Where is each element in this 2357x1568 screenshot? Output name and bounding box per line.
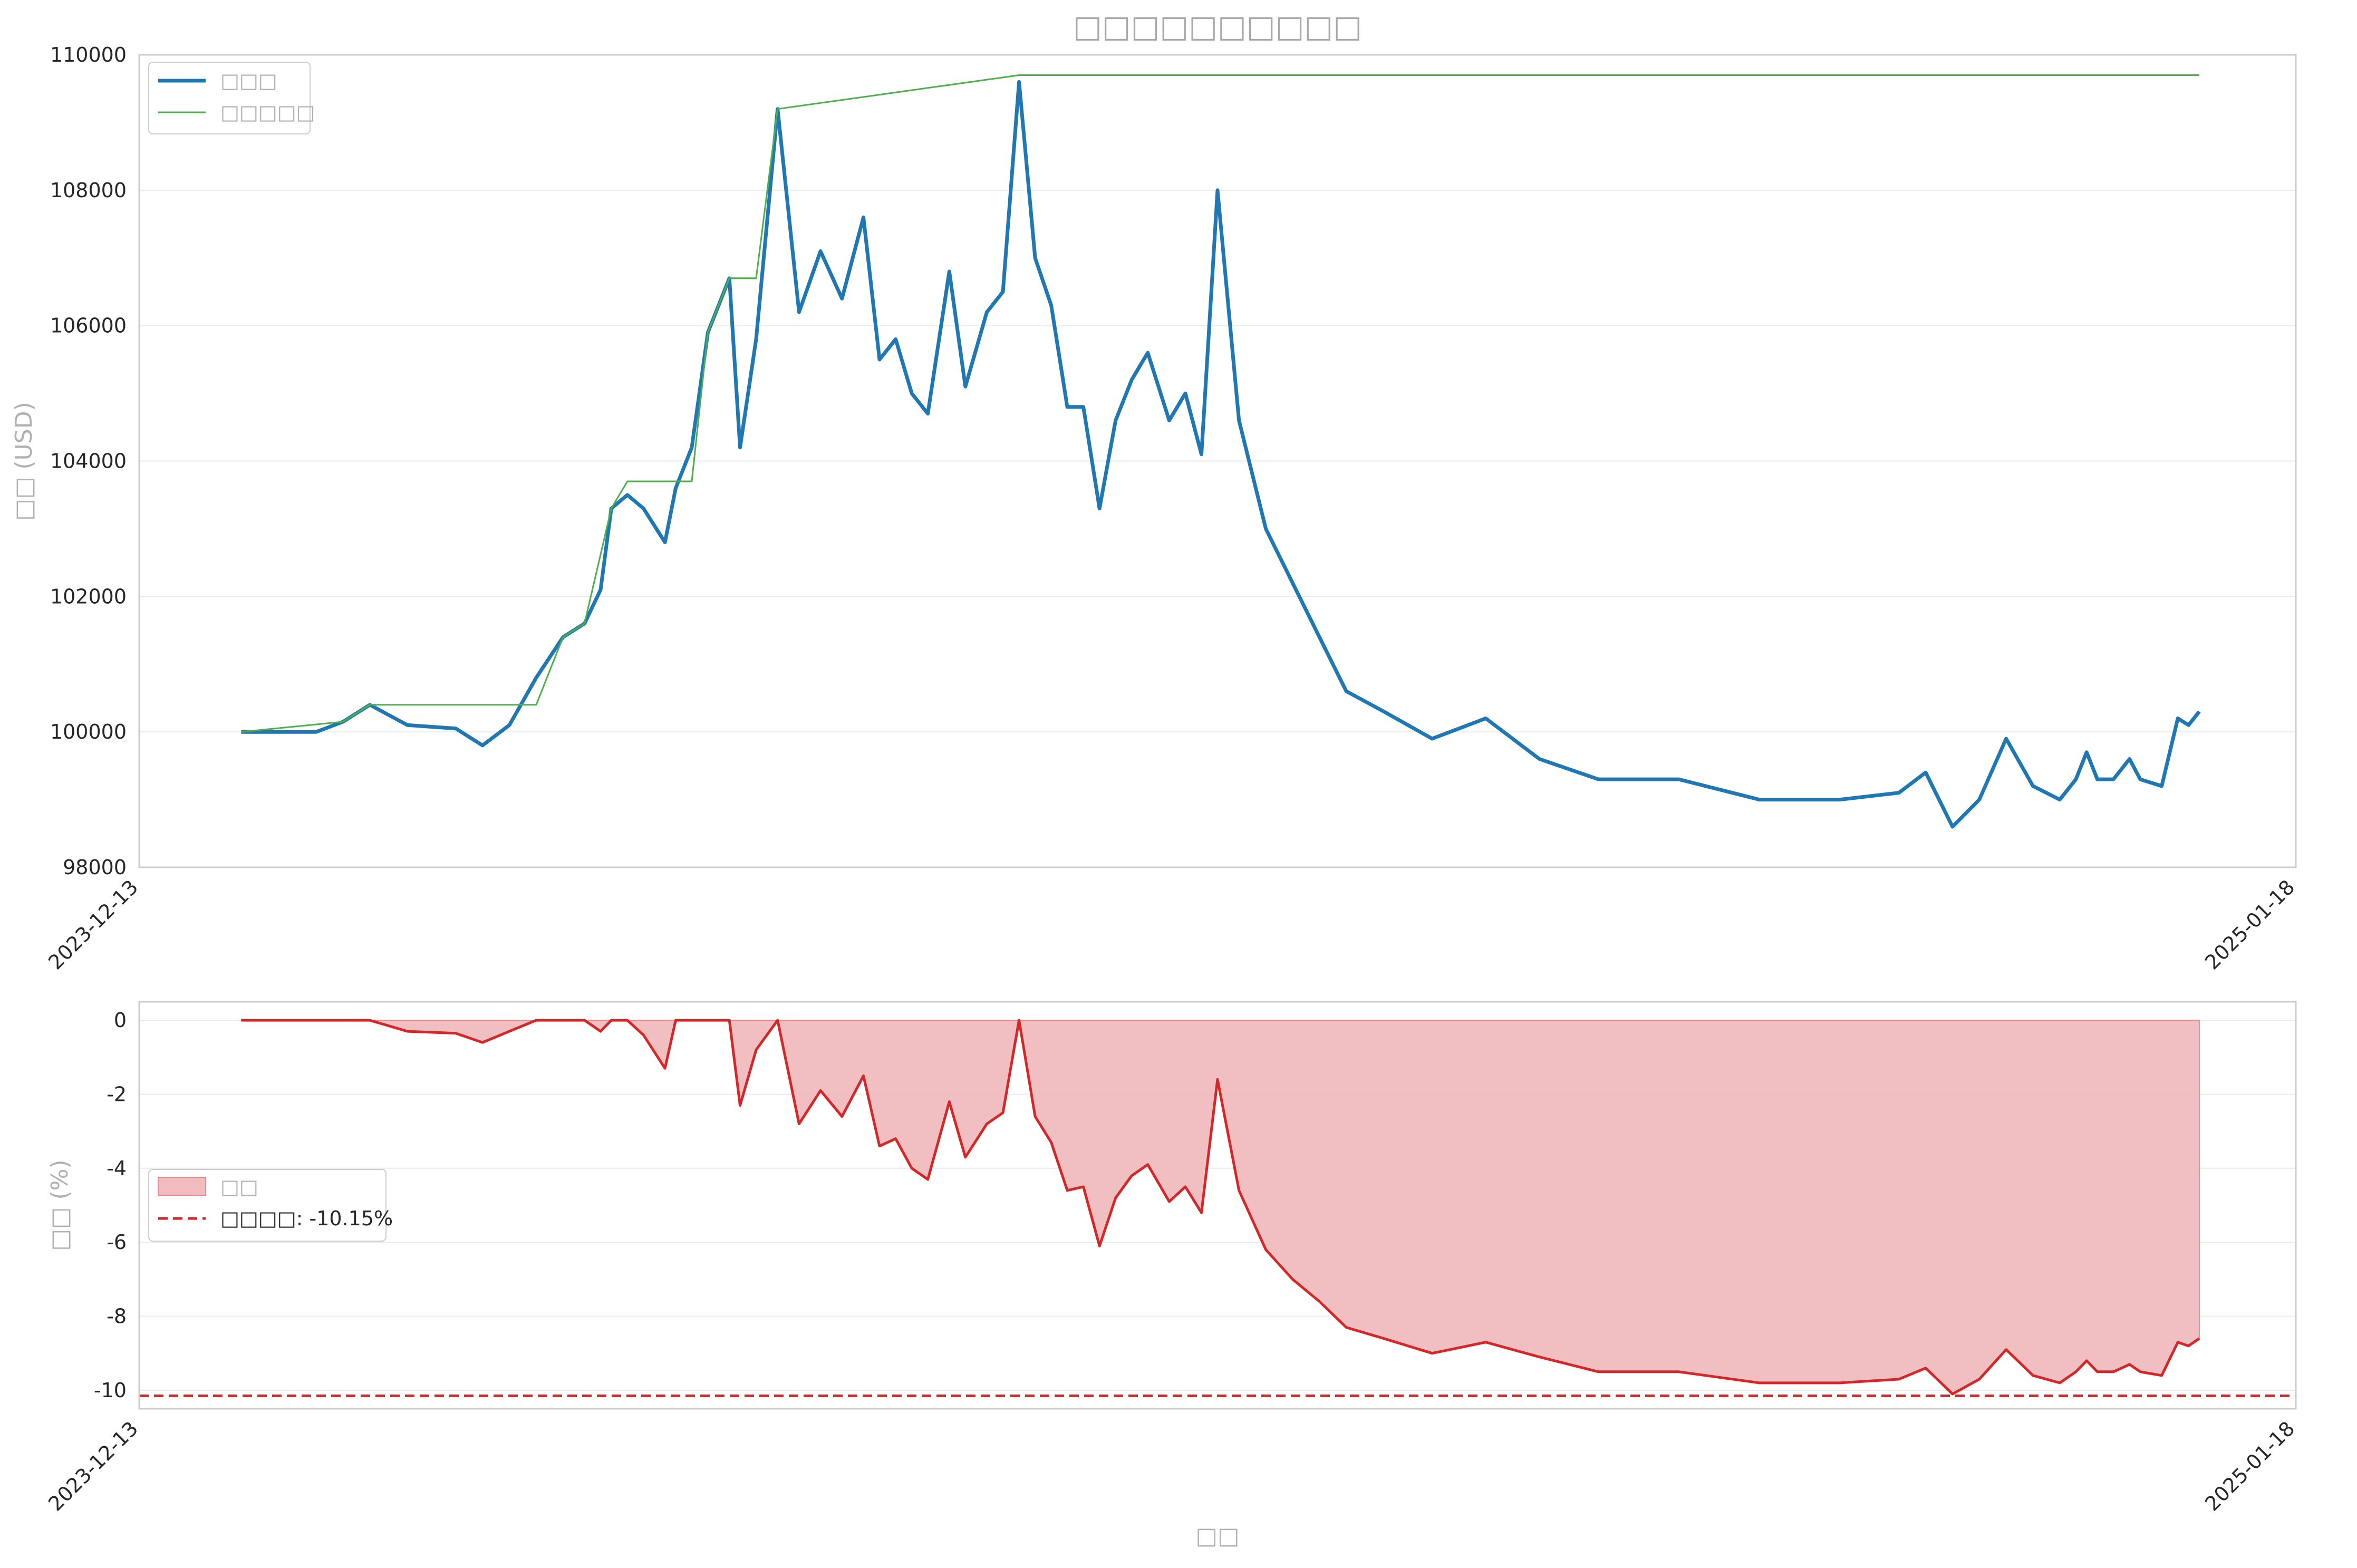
y-tick-label: 110000 bbox=[50, 43, 127, 66]
drawdown-y-ticks: -10 -8 -6 -4 -2 0 bbox=[94, 1009, 127, 1402]
y-tick-label: 108000 bbox=[50, 179, 127, 202]
y-tick-label: 102000 bbox=[50, 585, 127, 608]
y-tick-label: 0 bbox=[114, 1009, 127, 1032]
y-tick-label: -4 bbox=[107, 1157, 127, 1180]
drawdown-series-layer bbox=[139, 1019, 2296, 1397]
legend-swatch-drawdown bbox=[158, 1177, 206, 1196]
drawdown-legend: □□ □□□□: -10.15% bbox=[148, 1169, 393, 1242]
drawdown-y-axis-label: □□ (%) bbox=[46, 1159, 73, 1251]
y-tick-label: -6 bbox=[107, 1231, 127, 1254]
drawdown-legend-box bbox=[148, 1169, 387, 1242]
legend-label-equity: □□□ bbox=[220, 69, 277, 92]
equity-plot-frame bbox=[138, 54, 2297, 868]
y-tick-label: 106000 bbox=[50, 314, 127, 337]
legend-label-drawdown: □□ bbox=[220, 1175, 258, 1198]
legend-label-peak: □□□□□ bbox=[220, 101, 315, 124]
peak-equity-line bbox=[241, 74, 2199, 733]
equity-y-ticks: 98000 100000 102000 104000 106000 108000 11000… bbox=[50, 43, 127, 879]
chart-title: □□□□□□□□□□ bbox=[1073, 8, 1362, 44]
legend-label-max-drawdown: □□□□: -10.15% bbox=[220, 1207, 393, 1230]
y-tick-label: 98000 bbox=[63, 856, 127, 879]
y-tick-label: -10 bbox=[94, 1379, 127, 1402]
equity-line bbox=[241, 80, 2201, 829]
equity-legend: □□□ □□□□□ bbox=[148, 62, 315, 134]
drawdown-plot-frame bbox=[138, 1001, 2297, 1410]
y-tick-label: 104000 bbox=[50, 450, 127, 473]
drawdown-line bbox=[241, 1019, 2200, 1396]
y-tick-label: -8 bbox=[107, 1305, 127, 1328]
equity-y-axis-label: □□ (USD) bbox=[11, 402, 37, 520]
x-axis-label: □□ bbox=[1195, 1523, 1239, 1550]
y-tick-label: 100000 bbox=[50, 720, 127, 743]
y-tick-label: -2 bbox=[107, 1082, 127, 1106]
equity-series-layer bbox=[241, 74, 2201, 829]
